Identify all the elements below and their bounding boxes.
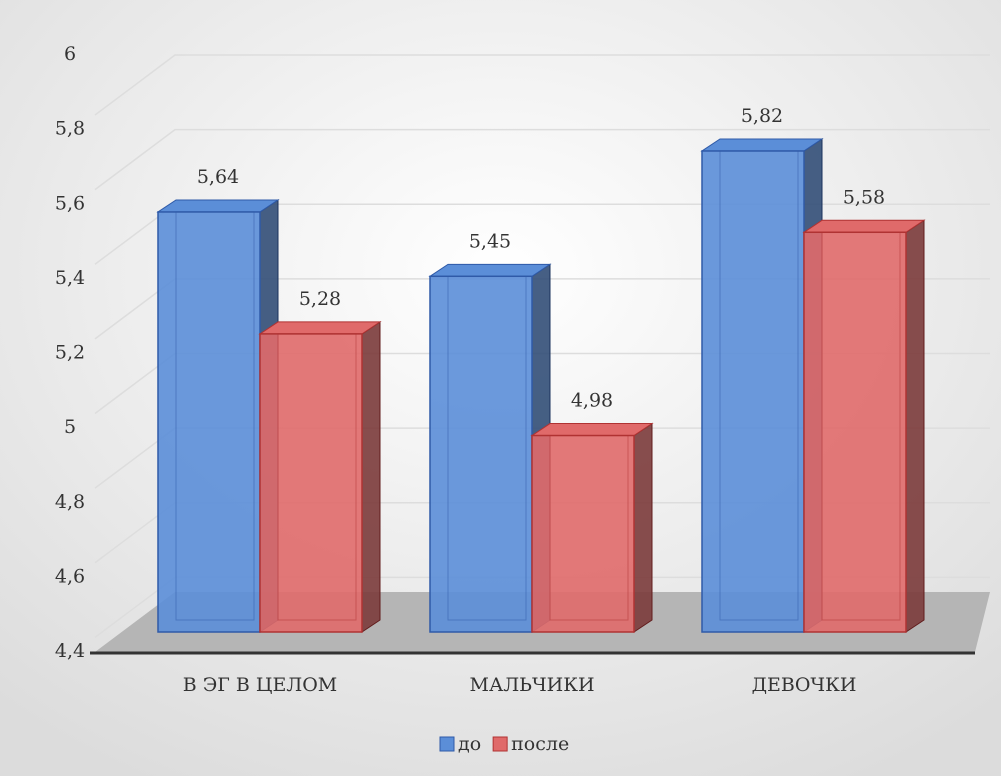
- bar: [531, 434, 635, 633]
- bar: [701, 150, 805, 633]
- data-label: 5,82: [741, 105, 783, 127]
- data-label: 5,58: [843, 186, 885, 208]
- bar-top: [802, 219, 926, 233]
- bar-top: [428, 263, 552, 277]
- x-tick-label: В ЭГ В ЦЕЛОМ: [183, 674, 338, 696]
- grid-line: [94, 54, 990, 116]
- bar-side: [633, 422, 653, 633]
- bar-inner: [821, 231, 901, 621]
- bar-inner: [277, 333, 357, 621]
- y-tick-label: 4,8: [55, 491, 85, 513]
- bar-top: [258, 321, 382, 335]
- bar: [259, 333, 363, 633]
- y-tick-label: 5: [64, 416, 76, 438]
- bar-inner: [447, 275, 527, 621]
- legend-label: после: [511, 733, 569, 755]
- y-tick-label: 5,8: [55, 118, 85, 140]
- bar-inner: [719, 150, 799, 621]
- bar-side: [361, 320, 381, 633]
- data-label: 5,64: [197, 166, 239, 188]
- data-label: 5,28: [299, 288, 341, 310]
- legend-label: до: [458, 733, 481, 755]
- legend-swatch: [439, 736, 455, 752]
- y-tick-label: 4,4: [55, 640, 85, 662]
- bar-top: [530, 423, 654, 437]
- legend-swatch: [492, 736, 508, 752]
- bar-side: [905, 219, 925, 633]
- bar-inner: [175, 211, 255, 621]
- bar: [429, 275, 533, 633]
- bar-inner: [549, 435, 629, 621]
- grid-line: [94, 128, 990, 191]
- y-tick-label: 5,6: [55, 192, 85, 214]
- y-tick-label: 5,4: [55, 267, 85, 289]
- data-label: 5,45: [469, 230, 511, 252]
- bar-top: [700, 138, 824, 152]
- y-tick-label: 6: [64, 43, 76, 65]
- bar: [157, 211, 261, 633]
- bar: [803, 231, 907, 633]
- bar-top: [156, 199, 280, 213]
- data-label: 4,98: [571, 390, 613, 412]
- x-tick-label: ДЕВОЧКИ: [752, 674, 857, 696]
- y-tick-label: 5,2: [55, 342, 85, 364]
- x-tick-label: МАЛЬЧИКИ: [469, 674, 594, 696]
- y-tick-label: 4,6: [55, 565, 85, 587]
